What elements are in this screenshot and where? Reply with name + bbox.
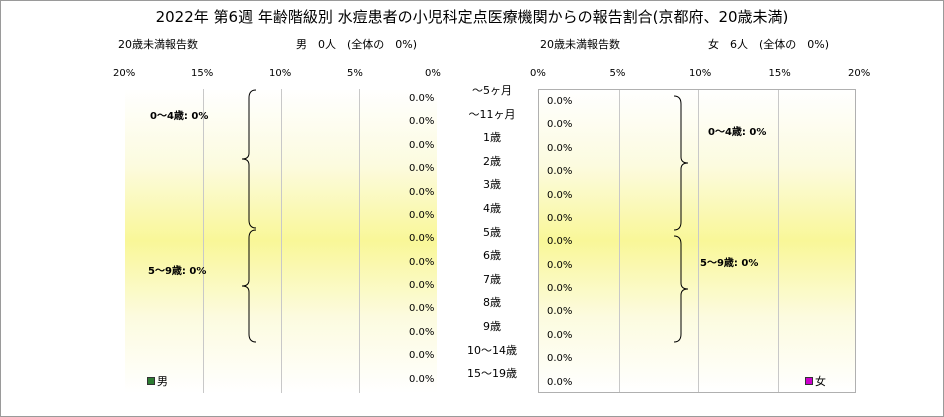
female-gridline <box>618 90 620 392</box>
age-category-label: 5歳 <box>483 225 501 239</box>
age-category-label: 3歳 <box>483 178 501 192</box>
age-category-label: 10～14歳 <box>467 343 517 357</box>
female-value-label: 0.0% <box>547 259 573 271</box>
male-value-label: 0.0% <box>409 350 435 362</box>
male-value-label: 0.0% <box>409 139 435 151</box>
female-value-label: 0.0% <box>547 306 573 318</box>
left-count-label: 20歳未満報告数 <box>118 38 198 51</box>
female-value-label: 0.0% <box>547 142 573 154</box>
male-axis-tick: 5% <box>347 68 363 79</box>
age-category-label: 15～19歳 <box>467 367 517 381</box>
age-category-label: ～11ヶ月 <box>468 107 516 121</box>
age-category-label: 6歳 <box>483 249 501 263</box>
male-value-label: 0.0% <box>409 186 435 198</box>
female-axis-tick: 15% <box>768 68 791 79</box>
male-value-label: 0.0% <box>409 233 435 245</box>
female-gridline <box>777 90 779 392</box>
female-axis-tick: 20% <box>848 68 871 79</box>
female-value-label: 0.0% <box>547 96 573 107</box>
male-axis-tick: 10% <box>269 68 292 79</box>
female-value-label: 0.0% <box>547 283 573 295</box>
male-legend: 男 <box>147 373 168 389</box>
age-category-label: ～5ヶ月 <box>472 84 512 97</box>
female-legend: 女 <box>805 373 826 389</box>
male-gridline <box>203 89 204 393</box>
male-value-label: 0.0% <box>409 303 435 315</box>
female-legend-label: 女 <box>815 375 826 388</box>
female-value-label: 0.0% <box>547 353 573 365</box>
age-category-label: 9歳 <box>483 320 501 333</box>
female-legend-swatch <box>805 377 813 385</box>
female-axis-tick: 0% <box>530 68 546 79</box>
male-axis-tick: 0% <box>425 68 441 79</box>
male-value-label: 0.0% <box>409 280 435 292</box>
female-value-label: 0.0% <box>547 329 573 341</box>
chart-title: 2022年 第6週 年齢階級別 水痘患者の小児科定点医療機関からの報告割合(京都… <box>155 8 789 26</box>
male-value-label: 0.0% <box>409 373 435 385</box>
right-count-summary: 女 6人 (全体の 0%) <box>708 38 830 51</box>
male-value-label: 0.0% <box>409 326 435 338</box>
male-legend-label: 男 <box>157 375 168 388</box>
male-legend-swatch <box>147 377 155 385</box>
male-group-0-4: 0～4歳: 0% <box>150 111 209 122</box>
male-value-label: 0.0% <box>409 163 435 175</box>
right-count-label: 20歳未満報告数 <box>540 38 620 51</box>
female-group-5-9: 5～9歳: 0% <box>700 258 759 269</box>
female-axis-tick: 5% <box>609 68 626 79</box>
male-axis-tick: 15% <box>191 68 214 79</box>
age-category-label: 8歳 <box>483 296 501 310</box>
female-value-label: 0.0% <box>547 376 573 388</box>
female-value-label: 0.0% <box>547 189 573 201</box>
female-group-0-4: 0～4歳: 0% <box>708 127 767 138</box>
male-value-label: 0.0% <box>409 116 435 128</box>
age-category-label: 4歳 <box>483 202 501 215</box>
age-category-label: 2歳 <box>483 154 501 168</box>
age-category-label: 1歳 <box>483 131 501 145</box>
female-value-label: 0.0% <box>547 166 573 178</box>
male-value-label: 0.0% <box>409 256 435 268</box>
female-value-label: 0.0% <box>547 212 573 224</box>
female-value-label: 0.0% <box>547 236 573 248</box>
male-gridline <box>359 89 360 393</box>
female-value-label: 0.0% <box>547 119 573 131</box>
left-count-summary: 男 0人 (全体の 0%) <box>296 38 418 51</box>
female-gridline <box>698 90 699 392</box>
male-plot-area: 0.0% 0.0% 0.0% 0.0% 0.0% 0.0% 0.0% 0.0% 0.0% 0.0%… <box>125 89 437 393</box>
female-plot-area: 0.0% 0.0% 0.0% 0.0% 0.0% 0.0% 0.0% 0.0% 0.0% 0.0%… <box>538 89 856 393</box>
male-axis-tick: 20% <box>113 68 136 79</box>
female-axis-tick: 10% <box>689 68 712 79</box>
male-gridline <box>281 89 282 393</box>
male-value-label: 0.0% <box>409 209 435 221</box>
male-group-5-9: 5～9歳: 0% <box>148 266 207 277</box>
male-value-label: 0.0% <box>409 93 435 104</box>
age-category-label: 7歳 <box>483 272 501 286</box>
